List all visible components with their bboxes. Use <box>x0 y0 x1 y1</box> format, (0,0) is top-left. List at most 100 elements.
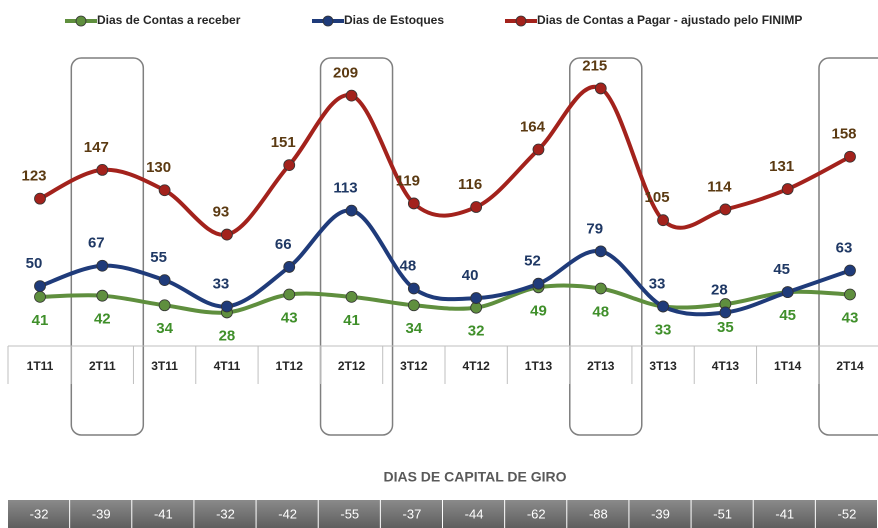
data-point <box>345 204 358 217</box>
data-point <box>345 89 358 102</box>
data-label: 41 <box>32 312 49 329</box>
table-value: -32 <box>30 506 49 521</box>
data-point <box>158 299 171 312</box>
data-label: 42 <box>94 311 111 328</box>
data-point <box>283 159 296 172</box>
data-point <box>719 306 732 319</box>
legend-item: Dias de Contas a receber <box>65 13 241 27</box>
series-line <box>39 84 851 237</box>
data-label: 209 <box>333 65 358 82</box>
data-label: 119 <box>396 172 420 189</box>
data-label: 116 <box>458 176 482 193</box>
highlight-box <box>319 57 394 436</box>
data-label: 28 <box>711 281 728 298</box>
table-value: -37 <box>403 506 422 521</box>
data-point <box>781 183 794 195</box>
data-point <box>407 197 420 210</box>
data-point <box>345 290 358 303</box>
table-cell <box>691 500 753 528</box>
highlight-box <box>818 57 878 436</box>
data-label: 34 <box>406 320 423 337</box>
table-value: -39 <box>92 506 111 521</box>
table-value: -32 <box>216 506 235 521</box>
data-point <box>34 280 46 293</box>
legend-marker <box>322 15 334 27</box>
data-point <box>532 143 545 156</box>
data-point <box>158 184 171 197</box>
data-point <box>407 299 420 312</box>
data-point <box>158 274 171 287</box>
data-point <box>594 282 607 295</box>
legend-label: Dias de Contas a receber <box>97 13 241 27</box>
table-cell <box>132 500 194 528</box>
data-label: 33 <box>213 275 230 292</box>
data-label: 33 <box>649 275 666 292</box>
x-tick-label: 1T12 <box>276 359 304 373</box>
x-tick-label: 4T13 <box>712 359 740 373</box>
table-value: -41 <box>775 506 794 521</box>
data-label: 32 <box>468 323 485 340</box>
data-label: 131 <box>769 158 794 175</box>
data-label: 215 <box>582 57 607 74</box>
data-point <box>96 259 109 272</box>
table-value: -42 <box>278 506 297 521</box>
table-cell <box>318 500 380 528</box>
data-label: 50 <box>26 255 43 272</box>
x-tick-label: 3T13 <box>649 359 677 373</box>
legend-label: Dias de Contas a Pagar - ajustado pelo F… <box>537 13 802 27</box>
data-label: 67 <box>88 235 105 252</box>
table-cell <box>8 500 70 528</box>
data-label: 147 <box>84 139 109 156</box>
data-label: 40 <box>462 267 479 284</box>
x-tick-label: 1T11 <box>27 359 54 373</box>
table-value: -44 <box>465 506 484 521</box>
data-label: 151 <box>271 134 296 151</box>
data-label: 55 <box>150 249 167 266</box>
data-label: 105 <box>645 189 670 206</box>
table-cell <box>815 500 877 528</box>
data-point <box>781 286 794 298</box>
table-value: -52 <box>838 506 857 521</box>
legend-item: Dias de Estoques <box>312 13 444 27</box>
data-point <box>470 201 483 213</box>
table-value: -88 <box>589 506 608 521</box>
table-value: -41 <box>154 506 173 521</box>
data-point <box>594 82 607 95</box>
x-tick-label: 2T11 <box>89 359 116 373</box>
x-tick-label: 2T14 <box>836 359 864 373</box>
x-tick-label: 4T12 <box>462 359 490 373</box>
data-label: 43 <box>842 309 859 326</box>
highlight-box <box>70 57 145 436</box>
data-label: 48 <box>400 257 417 274</box>
data-point <box>844 150 856 163</box>
data-point <box>844 264 856 277</box>
data-label: 43 <box>281 309 298 326</box>
table-cell <box>443 500 505 528</box>
table-value: -51 <box>713 506 732 521</box>
data-label: 41 <box>343 312 360 329</box>
legend-label: Dias de Estoques <box>344 13 444 27</box>
data-label: 35 <box>717 319 734 336</box>
data-label: 130 <box>146 159 171 176</box>
data-point <box>96 163 109 176</box>
data-label: 28 <box>219 327 236 344</box>
data-label: 158 <box>831 126 856 143</box>
data-point <box>221 300 233 313</box>
table-cell <box>194 500 256 528</box>
data-point <box>407 282 420 295</box>
table-value: -62 <box>527 506 546 521</box>
data-label: 79 <box>586 220 603 237</box>
x-tick-label: 2T12 <box>338 359 366 373</box>
table-title: DIAS DE CAPITAL DE GIRO <box>383 469 566 485</box>
data-point <box>532 277 545 290</box>
legend-marker <box>515 15 527 27</box>
table-value: -39 <box>651 506 670 521</box>
x-tick-label: 3T12 <box>400 359 428 373</box>
x-tick-label: 4T11 <box>214 359 241 373</box>
data-label: 123 <box>21 168 46 185</box>
data-point <box>657 214 669 227</box>
table-cell <box>753 500 815 528</box>
data-point <box>283 288 296 301</box>
highlight-box <box>569 57 643 436</box>
